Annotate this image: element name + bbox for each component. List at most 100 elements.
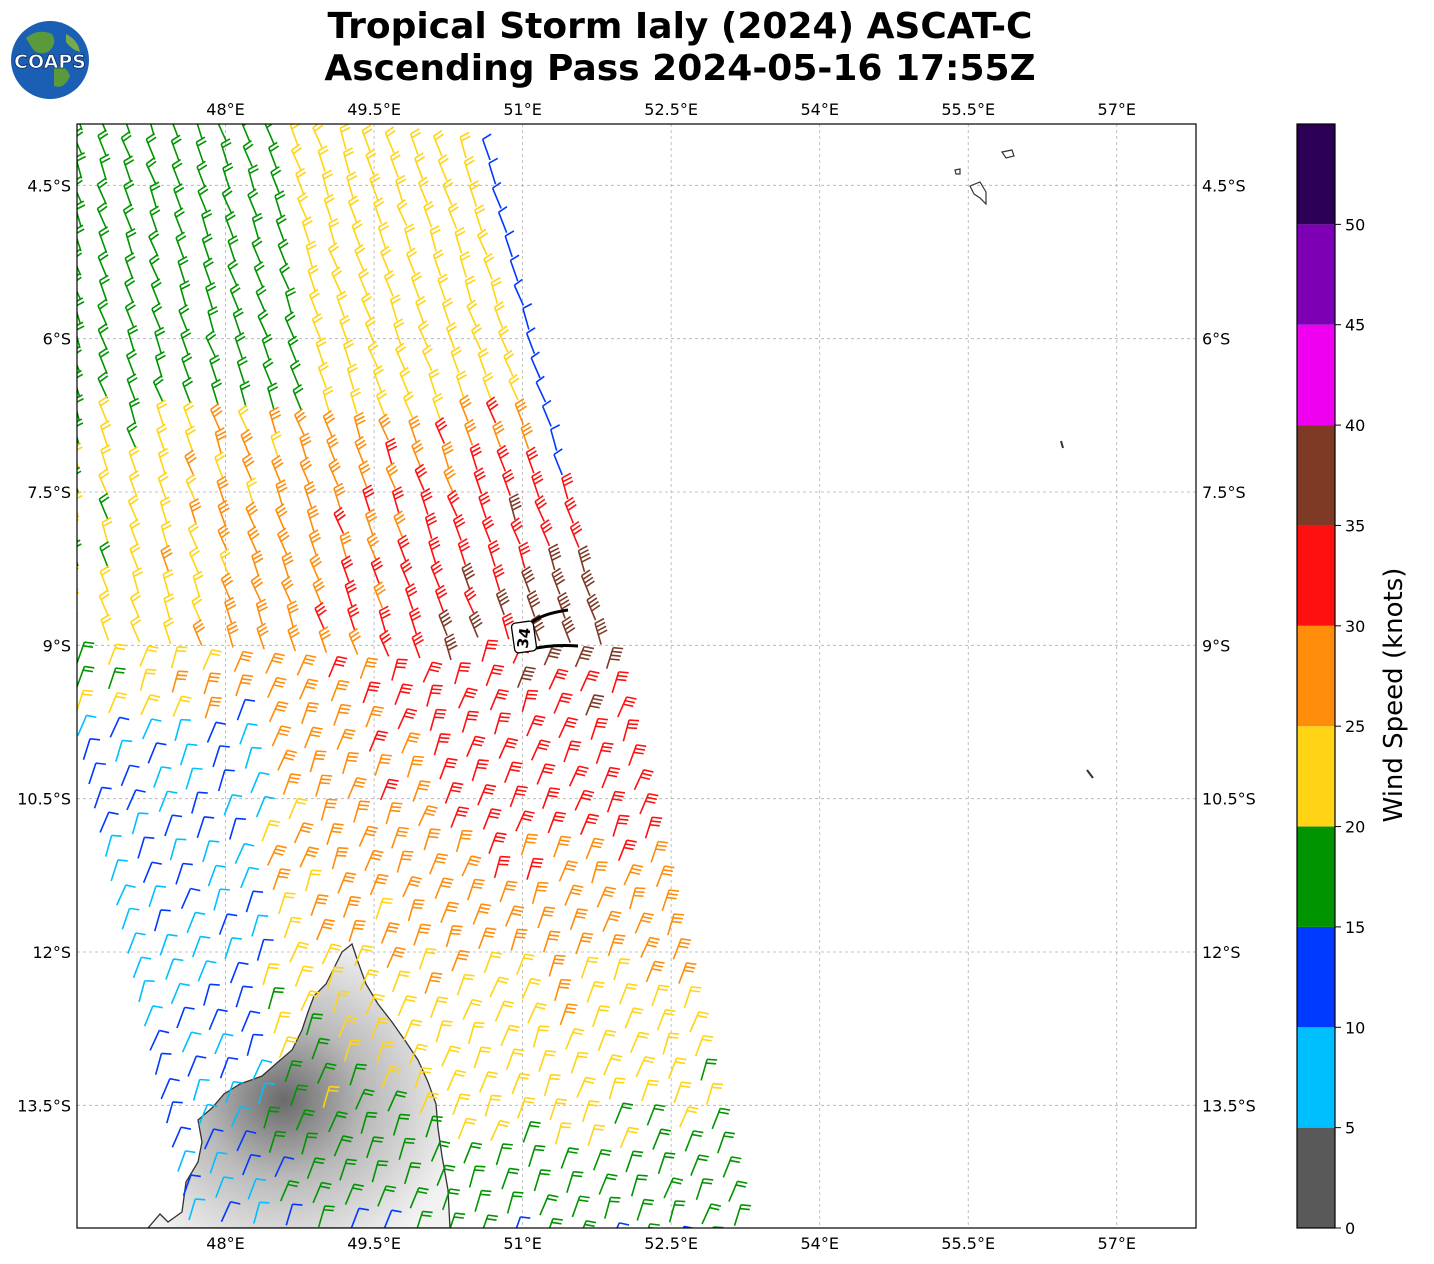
wind-barb bbox=[129, 518, 141, 546]
wind-barb bbox=[461, 562, 476, 590]
wind-barb bbox=[426, 684, 443, 707]
wind-barb bbox=[191, 594, 203, 622]
wind-barb bbox=[495, 588, 510, 616]
wind-barb bbox=[375, 897, 394, 920]
wind-barb bbox=[380, 245, 392, 273]
wind-barb bbox=[455, 370, 467, 398]
wind-barb bbox=[247, 188, 259, 216]
wind-barb bbox=[459, 251, 471, 278]
wind-barb bbox=[215, 1176, 234, 1198]
wind-barb bbox=[177, 1150, 196, 1172]
wind-barb bbox=[598, 1173, 618, 1195]
wind-barb bbox=[689, 1011, 709, 1033]
colorbar-swatch bbox=[1297, 224, 1335, 325]
wind-barb bbox=[466, 735, 486, 758]
wind-barb bbox=[128, 470, 140, 498]
wind-barb bbox=[354, 435, 367, 463]
wind-barb bbox=[348, 919, 366, 942]
wind-barb bbox=[272, 868, 291, 890]
wind-barb bbox=[124, 276, 136, 304]
lat-tick-label-left: 6°S bbox=[43, 330, 71, 349]
wind-barb bbox=[548, 954, 566, 977]
wind-barb bbox=[120, 131, 132, 159]
wind-barb bbox=[340, 555, 354, 583]
wind-barb bbox=[667, 1057, 687, 1079]
wind-barb bbox=[187, 1055, 207, 1077]
wind-barb bbox=[205, 281, 217, 309]
wind-barb bbox=[217, 524, 230, 551]
wind-barb bbox=[322, 409, 336, 437]
wind-barb bbox=[158, 790, 178, 813]
wind-barb bbox=[364, 316, 376, 344]
wind-barb bbox=[278, 892, 296, 915]
wind-barb bbox=[561, 616, 576, 643]
wind-barb bbox=[385, 461, 399, 489]
wind-barb bbox=[312, 577, 325, 605]
wind-barb bbox=[534, 494, 547, 522]
wind-barb bbox=[604, 1196, 621, 1219]
wind-barb bbox=[304, 726, 323, 749]
wind-barb bbox=[99, 565, 111, 593]
wind-barb bbox=[132, 567, 144, 594]
wind-barb bbox=[409, 1187, 429, 1209]
lat-tick-label-left: 7.5°S bbox=[27, 483, 71, 502]
wind-barb bbox=[373, 197, 385, 225]
wind-barb bbox=[679, 1106, 699, 1128]
wind-barb bbox=[608, 1077, 626, 1100]
wind-barb bbox=[359, 657, 378, 680]
wind-barb bbox=[217, 499, 230, 527]
wind-barb bbox=[498, 325, 509, 353]
wind-barb bbox=[527, 1002, 547, 1024]
wind-barb bbox=[263, 1106, 281, 1129]
wind-barb bbox=[657, 1152, 676, 1175]
wind-barb bbox=[170, 982, 190, 1005]
wind-barb bbox=[579, 813, 600, 835]
wind-barb bbox=[250, 574, 264, 602]
wind-barb bbox=[411, 631, 424, 659]
wind-barb bbox=[213, 888, 230, 911]
wind-barb bbox=[553, 692, 573, 714]
wind-barb bbox=[314, 601, 327, 629]
wind-barb bbox=[162, 569, 174, 596]
wind-barb bbox=[176, 1006, 195, 1029]
wind-barb bbox=[173, 183, 185, 210]
wind-barb bbox=[180, 887, 201, 909]
wind-barb bbox=[401, 732, 421, 754]
wind-barb bbox=[636, 1198, 655, 1221]
wind-barb bbox=[482, 808, 502, 830]
wind-barb bbox=[99, 541, 111, 569]
wind-barb bbox=[498, 737, 519, 759]
wind-barb bbox=[346, 171, 358, 199]
wind-barb bbox=[554, 1122, 572, 1145]
wind-barb bbox=[586, 593, 601, 621]
wind-barb bbox=[449, 1212, 466, 1228]
lon-tick-label-bottom: 49.5°E bbox=[347, 1234, 401, 1253]
wind-barb bbox=[577, 545, 591, 572]
wind-barb bbox=[279, 1036, 298, 1058]
wind-barb bbox=[235, 985, 253, 1008]
wind-barb bbox=[594, 617, 608, 645]
wind-barb bbox=[154, 1052, 172, 1075]
wind-barb bbox=[293, 408, 307, 436]
wind-barb bbox=[267, 676, 287, 699]
wind-barb bbox=[339, 1158, 357, 1181]
wind-barb bbox=[362, 681, 381, 704]
wind-barb bbox=[256, 938, 274, 961]
wind-barb bbox=[237, 404, 249, 432]
wind-barb bbox=[189, 498, 202, 525]
wind-barb bbox=[346, 363, 358, 391]
wind-barb bbox=[251, 914, 269, 937]
wind-barb bbox=[464, 275, 476, 303]
wind-barb bbox=[201, 233, 213, 261]
wind-barb bbox=[396, 199, 408, 226]
wind-barb bbox=[257, 1082, 276, 1105]
wind-barb bbox=[295, 167, 307, 195]
wind-barb bbox=[331, 846, 349, 870]
wind-barb bbox=[520, 422, 533, 450]
wind-barb bbox=[468, 610, 483, 638]
wind-barb bbox=[264, 124, 275, 145]
wind-barb bbox=[522, 303, 533, 330]
wind-barb bbox=[277, 238, 289, 266]
wind-barb bbox=[246, 477, 258, 505]
wind-barb bbox=[98, 226, 110, 254]
